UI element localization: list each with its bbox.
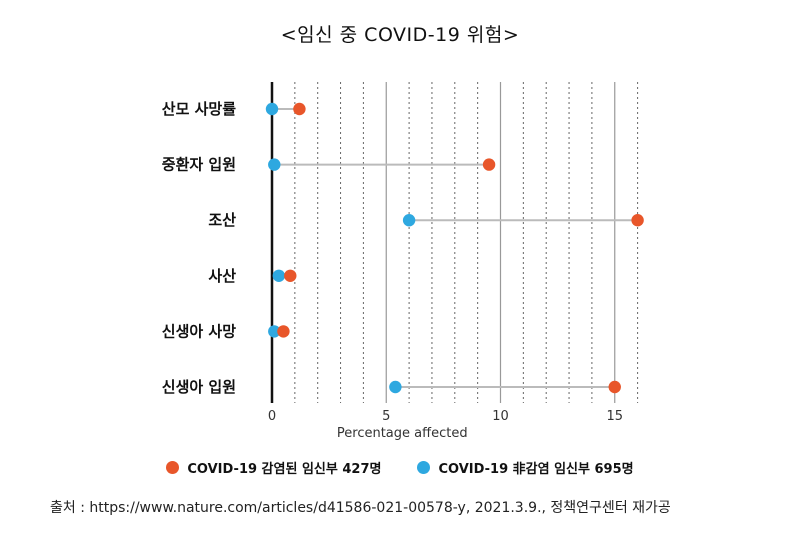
legend: COVID-19 감염된 임신부 427명 COVID-19 非감염 임신부 6… [0, 458, 800, 477]
category-label: 사산 [208, 267, 236, 285]
grid-layer [294, 82, 639, 403]
legend-swatch-infected [166, 461, 180, 474]
legend-label-infected: COVID-19 감염된 임신부 427명 [187, 462, 382, 477]
legend-label-uninfected: COVID-19 非감염 임신부 695명 [438, 462, 634, 477]
dot-uninfected [402, 214, 416, 227]
category-label: 중환자 입원 [162, 156, 236, 174]
dot-infected [284, 269, 297, 282]
x-tick-label: 10 [492, 409, 509, 424]
x-tick-label: 15 [606, 409, 623, 424]
legend-item-uninfected: COVID-19 非감염 임신부 695명 [417, 458, 634, 477]
category-label: 신생아 입원 [162, 378, 236, 396]
dot-layer [265, 102, 644, 394]
chart-title: <임신 중 COVID-19 위험> [280, 24, 520, 46]
dot-infected [277, 325, 290, 338]
dot-infected [608, 380, 621, 394]
dot-uninfected [389, 380, 402, 394]
dot-uninfected [268, 325, 281, 338]
dot-uninfected [272, 269, 286, 282]
dot-infected [293, 102, 306, 116]
x-axis-title: Percentage affected [337, 426, 468, 441]
dot-infected [631, 214, 644, 227]
x-tick-label: 0 [268, 409, 276, 424]
dot-uninfected [265, 102, 279, 116]
category-label: 산모 사망률 [162, 100, 236, 118]
category-label: 신생아 사망 [162, 322, 236, 340]
dot-infected [482, 158, 496, 171]
dot-uninfected [268, 158, 281, 171]
legend-item-infected: COVID-19 감염된 임신부 427명 [166, 458, 381, 477]
category-label: 조산 [208, 211, 236, 229]
x-tick-label: 5 [382, 409, 390, 424]
tick-layer: 0 5 10 15 [268, 409, 623, 424]
source-citation: 출처 : https://www.nature.com/articles/d41… [50, 500, 671, 516]
legend-swatch-uninfected [417, 461, 431, 474]
